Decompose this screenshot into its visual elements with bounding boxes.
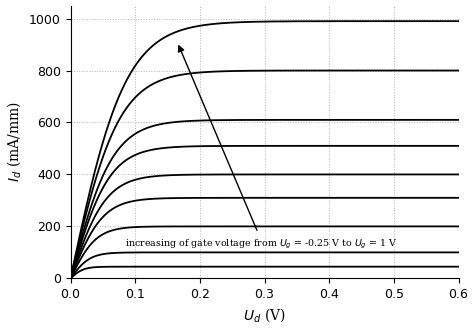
X-axis label: $U_d$ (V): $U_d$ (V): [243, 307, 286, 324]
Text: increasing of gate voltage from $U_g$ = -0.25 V to $U_g$ = 1 V: increasing of gate voltage from $U_g$ = …: [126, 238, 398, 251]
Y-axis label: $I_d$ (mA/mm): $I_d$ (mA/mm): [6, 102, 23, 182]
